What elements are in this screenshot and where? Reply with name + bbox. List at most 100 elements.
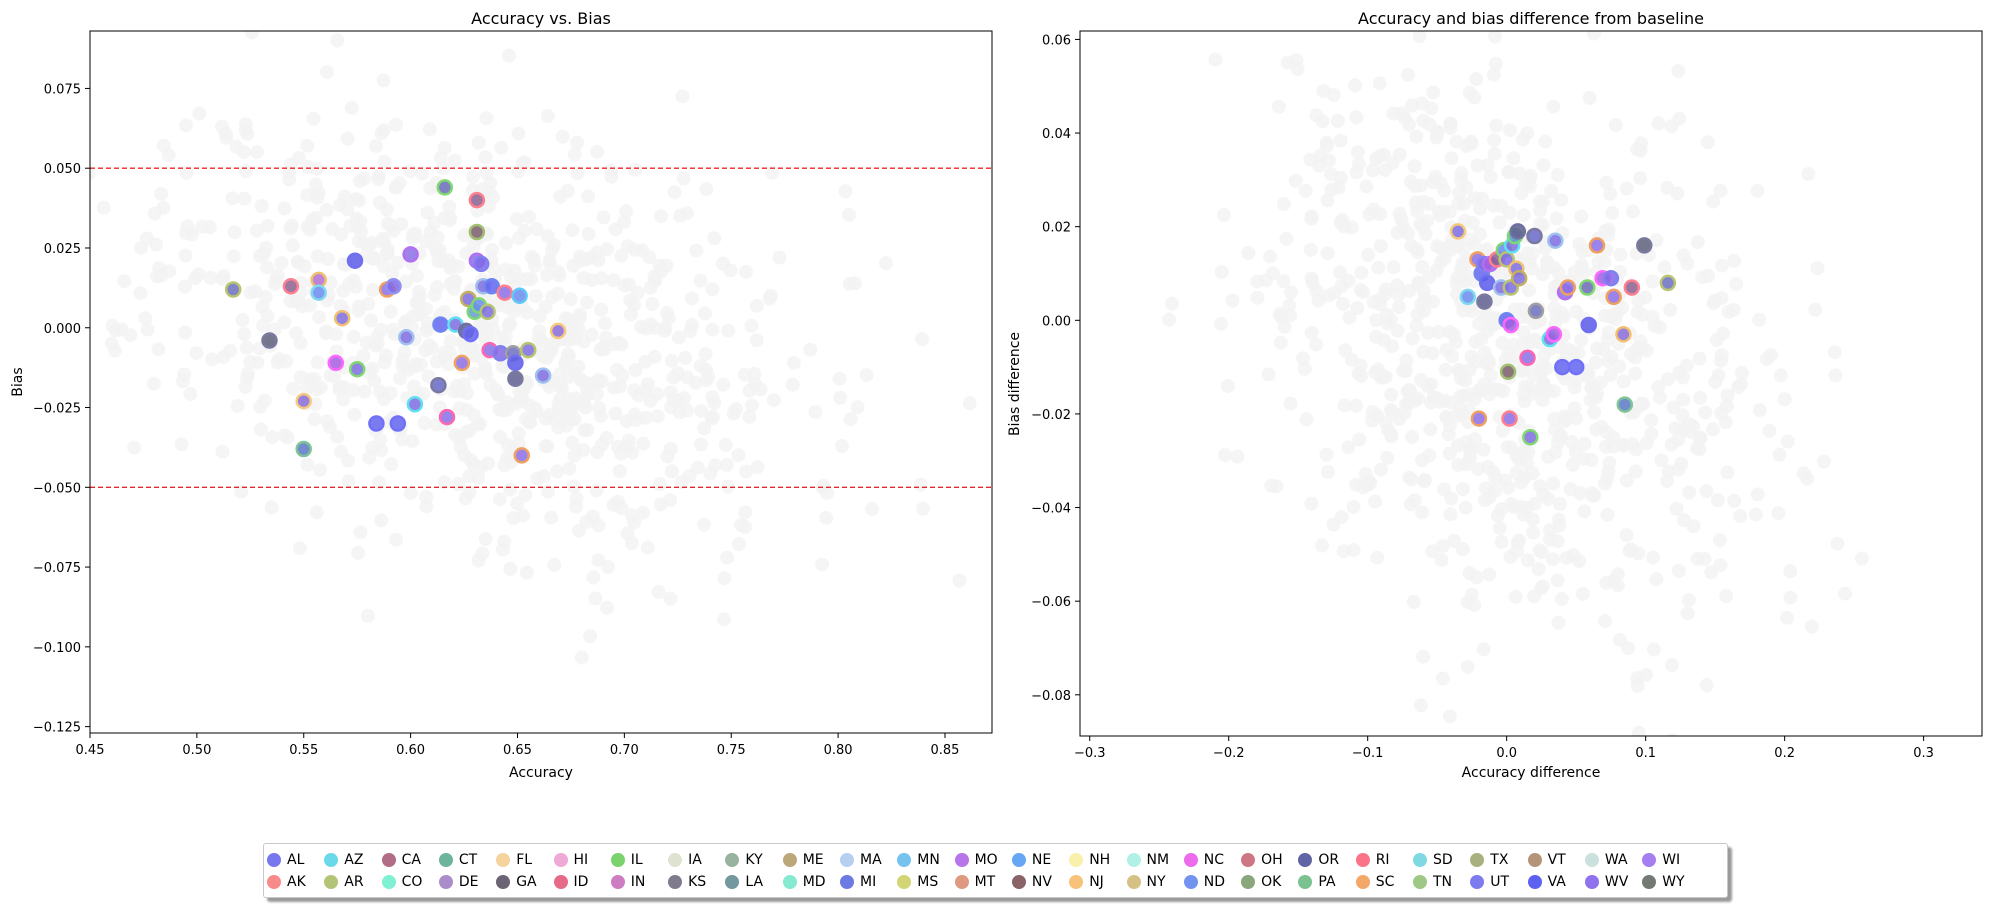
data-point: [1459, 288, 1477, 306]
background-point: [676, 171, 691, 186]
background-point: [1330, 113, 1345, 128]
background-point: [1512, 533, 1527, 548]
background-point: [1282, 298, 1297, 313]
background-point: [478, 150, 493, 165]
background-point: [604, 163, 619, 178]
background-point: [319, 324, 334, 339]
background-point: [1771, 506, 1786, 521]
background-point: [1619, 181, 1634, 196]
background-point: [815, 557, 830, 572]
background-point: [1525, 261, 1540, 276]
background-point: [1492, 215, 1507, 230]
background-point: [819, 510, 834, 525]
background-point: [1333, 215, 1348, 230]
background-point: [1443, 507, 1458, 522]
legend-item-nd: ND: [1183, 873, 1225, 891]
background-point: [683, 323, 698, 338]
data-point: [1659, 274, 1677, 292]
background-point: [1425, 544, 1440, 559]
background-point: [1630, 142, 1645, 157]
y-tick-label: 0.025: [44, 242, 81, 257]
legend-label: MT: [974, 874, 996, 890]
background-point: [16, 149, 30, 163]
legend-label: CT: [458, 852, 478, 868]
background-point: [343, 218, 358, 233]
background-point: [1631, 725, 1646, 736]
legend-item-ny: NY: [1126, 873, 1166, 891]
background-point: [1700, 135, 1715, 150]
background-point: [1481, 353, 1496, 368]
background-point: [703, 466, 718, 481]
background-point: [1553, 428, 1568, 443]
data-point: [438, 408, 456, 426]
background-point: [427, 288, 442, 302]
background-point: [916, 501, 931, 516]
background-point: [300, 457, 315, 472]
background-point: [383, 304, 398, 319]
background-point: [415, 166, 430, 181]
background-point: [437, 141, 452, 156]
background-point: [1489, 118, 1504, 133]
background-point: [842, 276, 857, 291]
background-point: [1695, 270, 1710, 285]
background-point: [1361, 247, 1376, 262]
background-point: [739, 464, 754, 479]
background-point: [1230, 449, 1245, 464]
background-point: [340, 131, 355, 146]
background-point: [1523, 168, 1538, 183]
background-point: [715, 256, 730, 271]
background-point: [658, 321, 673, 335]
background-point: [1554, 591, 1569, 606]
background-point: [1569, 371, 1584, 386]
background-point: [744, 318, 759, 333]
background-point: [1341, 440, 1356, 455]
legend-item-nv: NV: [1011, 873, 1052, 891]
background-point: [1501, 480, 1516, 495]
background-point: [1721, 304, 1736, 319]
background-point: [808, 405, 823, 419]
legend-marker: [897, 875, 912, 889]
background-point: [1657, 260, 1672, 275]
legend-label: SC: [1375, 874, 1395, 890]
background-point: [1480, 324, 1495, 338]
background-point: [1546, 99, 1561, 114]
background-point: [510, 496, 525, 511]
background-point: [1628, 366, 1643, 381]
legend-label: MN: [917, 852, 940, 868]
background-point: [1370, 550, 1385, 565]
background-point: [1315, 538, 1329, 553]
background-point: [574, 650, 589, 665]
background-point: [717, 612, 731, 627]
background-point: [551, 264, 566, 279]
background-point: [666, 392, 681, 407]
legend-marker: [496, 875, 511, 889]
background-point: [1279, 231, 1294, 246]
background-point: [1603, 186, 1618, 201]
background-point: [1693, 390, 1708, 405]
background-point: [62, 144, 76, 158]
y-tick-label: 0.050: [44, 162, 81, 177]
background-point: [570, 166, 585, 181]
background-point: [1214, 265, 1229, 279]
background-point: [766, 393, 781, 408]
background-point: [1412, 31, 1427, 44]
legend-label: FL: [516, 852, 533, 868]
legend-marker: [1527, 853, 1542, 867]
background-point: [586, 570, 601, 585]
background-point: [1396, 220, 1411, 235]
background-point: [1319, 139, 1334, 153]
data-point: [389, 415, 407, 432]
legend-label: MS: [917, 874, 939, 890]
background-point: [282, 172, 297, 187]
legend-marker: [1241, 853, 1256, 867]
background-point: [504, 271, 519, 286]
background-point: [1535, 357, 1550, 372]
background-point: [323, 275, 338, 290]
background-point: [1460, 594, 1475, 609]
background-point: [1619, 528, 1634, 543]
background-point: [566, 258, 581, 273]
data-point: [496, 284, 513, 301]
data-point: [1502, 316, 1520, 334]
background-point: [1599, 175, 1614, 190]
background-point: [230, 399, 245, 413]
